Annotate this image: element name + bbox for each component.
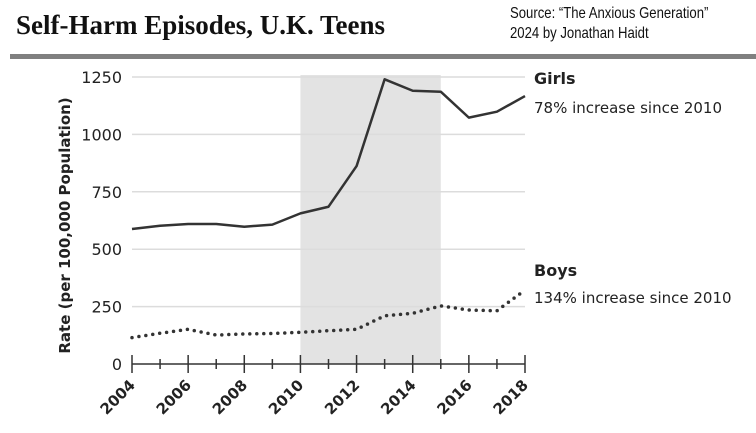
x-tick-label: 2014 bbox=[377, 376, 419, 418]
y-tick-label: 750 bbox=[91, 183, 122, 202]
divider bbox=[10, 54, 756, 59]
x-tick-label: 2004 bbox=[97, 376, 139, 418]
chart-title: Self-Harm Episodes, U.K. Teens bbox=[16, 10, 386, 40]
x-tick-label: 2012 bbox=[321, 376, 363, 418]
y-axis-label: Rate (per 100,000 Population) bbox=[56, 97, 74, 353]
y-tick-label: 250 bbox=[91, 298, 122, 317]
x-tick-label: 2006 bbox=[153, 376, 195, 418]
y-tick-label: 0 bbox=[112, 355, 122, 374]
x-tick-label: 2010 bbox=[265, 376, 307, 418]
series-annotation-girls: 78% increase since 2010 bbox=[534, 99, 722, 117]
y-tick-label: 1250 bbox=[81, 68, 122, 87]
y-tick-label: 500 bbox=[91, 240, 122, 259]
x-tick-label: 2018 bbox=[490, 376, 532, 418]
series-line-girls bbox=[131, 78, 526, 231]
legend-label-boys: Boys bbox=[534, 261, 577, 280]
source-line-2: 2024 by Jonathan Haidt bbox=[510, 25, 649, 42]
y-tick-label: 1000 bbox=[81, 125, 122, 144]
source-note: Source: “The Anxious Generation” 2024 by… bbox=[510, 4, 708, 44]
x-tick-label: 2008 bbox=[209, 376, 251, 418]
series-annotation-boys: 134% increase since 2010 bbox=[534, 289, 732, 307]
source-line-1: Source: “The Anxious Generation” bbox=[510, 5, 709, 22]
x-tick-label: 2016 bbox=[433, 376, 475, 418]
shaded-region bbox=[300, 75, 441, 364]
legend-label-girls: Girls bbox=[534, 69, 576, 88]
